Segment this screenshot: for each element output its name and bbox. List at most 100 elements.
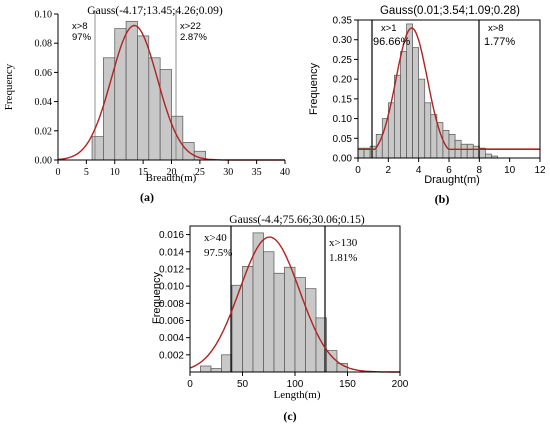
panel-a-bar (125, 20, 138, 161)
panel-a: Gauss(-4.17;13.45;4.26;0.09) 0 5 10 15 20 25 3… (3, 5, 290, 204)
panel-b-y-tick-label: 0.10 (333, 114, 353, 125)
panel-b-y-tick-label: 0.20 (333, 75, 353, 86)
panel-a-bar (91, 136, 104, 161)
panel-a-annotation-high-pct: 2.87% (180, 32, 207, 43)
panel-c-bar (200, 365, 212, 373)
panel-a-bar (137, 35, 150, 161)
panel-b-y-tick-label: 0.30 (333, 35, 353, 46)
panel-c-y-tick-label: 0.006 (159, 316, 184, 327)
panel-b-annotation-low-pct: 96.66% (373, 36, 411, 48)
panel-c-y-ticks: 0.002 0.004 0.006 0.008 0.010 0.012 0.014 0.016 (159, 230, 190, 361)
panel-a-x-tick-label: 0 (56, 167, 61, 178)
panel-a-x-tick-label: 35 (252, 167, 262, 178)
panel-b-bar (460, 143, 468, 159)
panel-c-bars (200, 232, 348, 373)
panel-c-y-tick-label: 0.016 (159, 230, 184, 241)
panel-b-x-tick-label: 6 (446, 165, 452, 176)
panel-a-annotation-low-pct: 97% (72, 32, 92, 43)
panel-b-y-tick-label: 0.35 (333, 16, 353, 27)
panel-c-bar (326, 350, 338, 373)
panel-a-bar (171, 115, 184, 161)
panel-c-bar (242, 266, 254, 373)
panel-b-x-ticks: 0 2 4 6 8 10 12 (355, 158, 546, 176)
panel-b-caption: (b) (435, 192, 450, 206)
panel-c-x-tick-label: 100 (287, 379, 304, 390)
panel-a-title: Gauss(-4.17;13.45;4.26;0.09) (87, 5, 223, 17)
panel-a-y-tick-label: 0.00 (35, 156, 53, 167)
panel-c-x-ticks: 0 50 100 150 200 (187, 372, 409, 390)
panel-a-y-tick-label: 0.08 (35, 39, 53, 50)
panel-b-x-label: Draught(m) (424, 174, 480, 186)
panel-c-y-tick-label: 0.002 (159, 350, 184, 361)
panel-b-bar (424, 102, 432, 159)
panel-a-x-tick-label: 10 (110, 167, 120, 178)
panel-a-bar (159, 69, 172, 161)
panel-b-y-label: Frequency (308, 63, 320, 115)
panel-c-y-label: Frequency (151, 272, 163, 324)
panel-b-x-tick-label: 2 (386, 165, 392, 176)
panel-c-x-tick-label: 150 (339, 379, 356, 390)
panel-a-annotation-high: x>22 (180, 21, 201, 32)
panel-a-x-tick-label: 5 (84, 167, 89, 178)
panel-c-y-tick-label: 0.012 (159, 264, 184, 275)
panel-b-title: Gauss(0.01;3.54;1.09;0.28) (380, 5, 520, 17)
panel-a-bar (148, 57, 161, 161)
panel-b-x-tick-label: 8 (477, 165, 483, 176)
panel-b-bar (400, 51, 407, 159)
panel-b-y-ticks: 0.00 0.05 0.10 0.15 0.20 0.25 0.30 0.35 (333, 16, 358, 165)
panel-c-bar (305, 288, 317, 373)
panel-c-x-tick-label: 50 (237, 379, 249, 390)
panel-a-y-tick-label: 0.02 (35, 126, 53, 137)
panel-b-bar (448, 133, 456, 159)
panel-b-x-tick-label: 12 (534, 165, 546, 176)
panel-c-bar (210, 368, 222, 373)
panel-a-x-tick-label: 25 (195, 167, 205, 178)
panel-b-annotation-high: x>8 (488, 23, 504, 34)
panel-b-x-tick-label: 10 (504, 165, 516, 176)
panel-b-y-tick-label: 0.15 (333, 94, 353, 105)
panel-a-y-tick-label: 0.04 (35, 97, 53, 108)
panel-c-title: Gauss(-4.4;75.66;30.06;0.15) (229, 214, 365, 226)
panel-a-x-tick-label: 30 (223, 167, 233, 178)
panel-c-caption: (c) (283, 409, 296, 423)
panel-a-y-ticks: 0.00 0.02 0.04 0.06 0.08 0.10 (35, 10, 58, 167)
panel-c-y-tick-label: 0.010 (159, 282, 184, 293)
panel-c-x-label: Length(m) (273, 389, 320, 401)
panel-c-y-tick-label: 0.014 (159, 247, 184, 258)
panel-a-x-ticks: 0 5 10 15 20 25 30 35 40 (56, 160, 290, 178)
panel-c-y-tick-label: 0.008 (159, 299, 184, 310)
panel-b-bar (436, 122, 444, 159)
panel-a-x-label: Breadth(m) (146, 172, 197, 184)
panel-a-y-tick-label: 0.10 (35, 10, 53, 21)
panel-b-bar (442, 130, 450, 159)
panel-a-caption: (a) (140, 190, 154, 204)
panel-c-y-tick-label: 0.004 (159, 333, 184, 344)
panel-b-annotation-low: x>1 (381, 23, 397, 34)
panel-c-x-tick-label: 0 (187, 379, 193, 390)
panel-c-gauss-curve (189, 236, 400, 373)
panel-a-x-tick-label: 20 (167, 167, 177, 178)
panel-a-x-tick-label: 15 (138, 167, 148, 178)
panel-c-bar (273, 272, 285, 373)
panel-b-bar (418, 78, 426, 159)
panel-c-annotation-low-pct: 97.5% (204, 247, 232, 259)
panel-b-x-tick-label: 4 (416, 165, 422, 176)
panel-b-bars (357, 23, 498, 159)
panel-b-bar (485, 153, 492, 159)
panel-a-x-tick-label: 40 (280, 167, 290, 178)
panel-c-x-tick-label: 200 (392, 379, 409, 390)
panel-b-bar (466, 143, 474, 159)
panel-a-annotation-low: x>8 (72, 21, 88, 32)
panel-b-bar (412, 47, 420, 159)
panel-c-annotation-low: x>40 (204, 232, 227, 244)
panel-c-annotation-high-pct: 1.81% (329, 252, 357, 264)
panel-b-y-tick-label: 0.25 (333, 55, 353, 66)
panel-c: Gauss(-4.4;75.66;30.06;0.15) 0 50 100 150 20… (151, 214, 409, 423)
panel-b-y-tick-label: 0.00 (333, 154, 353, 165)
panel-b-annotation-high-pct: 1.77% (484, 36, 515, 48)
panel-b: Gauss(0.01;3.54;1.09;0.28) 0 2 4 6 8 10 12 0.0… (308, 5, 546, 206)
panel-b-y-tick-label: 0.05 (333, 134, 353, 145)
panel-a-y-label: Frequency (3, 63, 15, 110)
panel-a-y-tick-label: 0.06 (35, 68, 53, 79)
